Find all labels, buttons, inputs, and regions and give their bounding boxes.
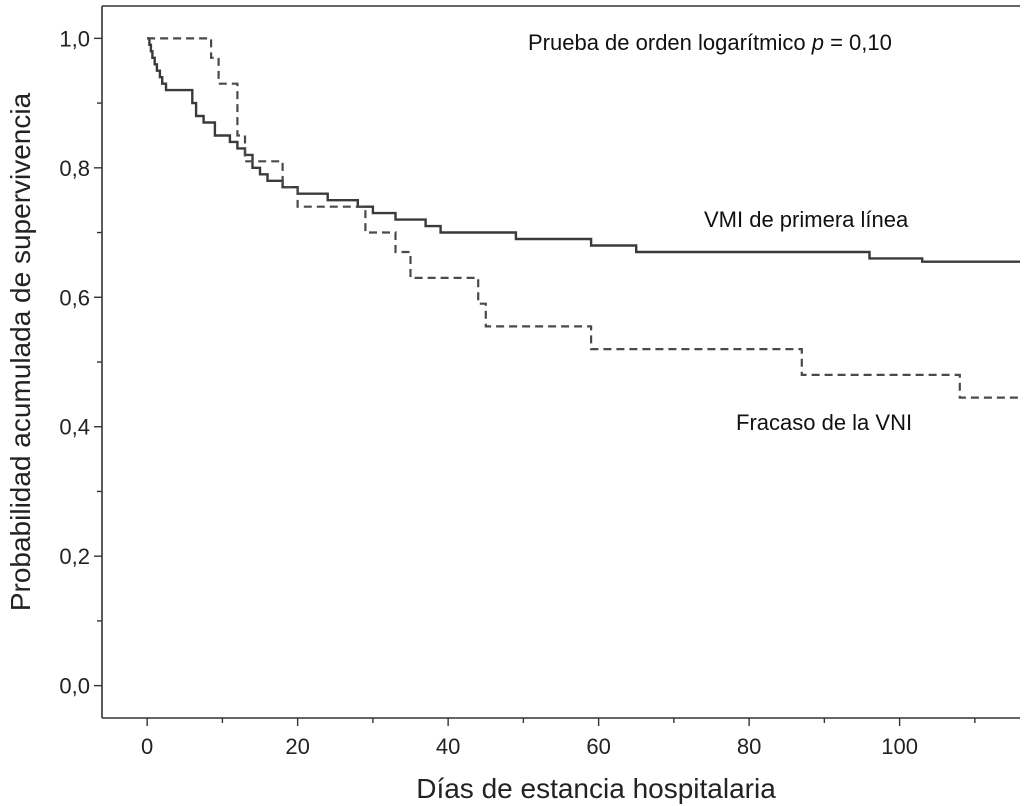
x-tick-label: 40 [436,734,460,759]
x-tick-label: 100 [881,734,918,759]
y-tick-label: 0,8 [59,156,90,181]
series-label-vmi: VMI de primera línea [704,207,909,232]
plot-frame [101,5,1020,719]
annotation-suffix: = 0,10 [824,30,892,55]
series-label-vni: Fracaso de la VNI [736,410,912,435]
logrank-annotation: Prueba de orden logarítmico p = 0,10 [528,30,892,55]
series-layer [147,37,1020,399]
y-axis-title: Probabilidad acumulada de supervivencia [5,92,36,611]
y-tick-label: 0,0 [59,674,90,699]
y-tick-label: 0,6 [59,285,90,310]
ticks-layer: 0,0 0,2 0,4 0,6 0,8 1,0 0 20 40 60 80 100 [59,26,976,759]
y-tick-label: 1,0 [59,26,90,51]
x-tick-label: 60 [586,734,610,759]
annotation-prefix: Prueba de orden logarítmico [528,30,812,55]
x-tick-label: 0 [141,734,153,759]
x-axis-title: Días de estancia hospitalaria [416,773,776,804]
y-tick-label: 0,4 [59,415,90,440]
x-tick-label: 20 [285,734,309,759]
series-line-vni [147,37,1020,399]
y-tick-label: 0,2 [59,544,90,569]
x-tick-label: 80 [737,734,761,759]
annotation-p-symbol: p [811,30,824,55]
